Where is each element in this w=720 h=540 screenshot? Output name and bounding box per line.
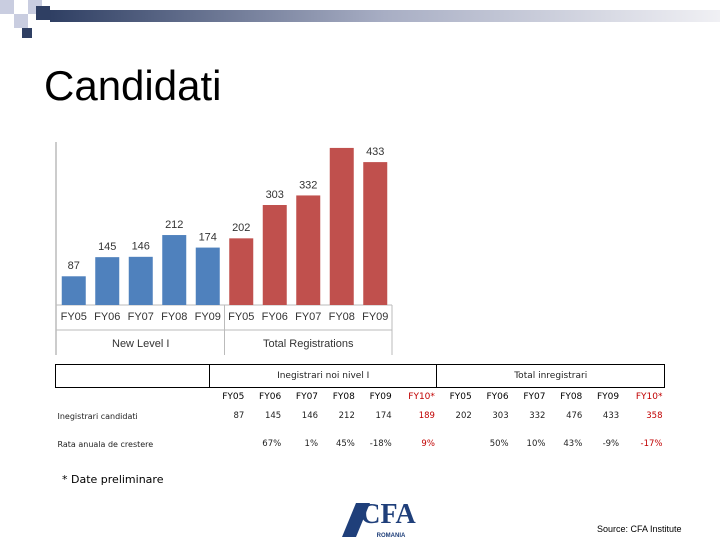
data-label: 332 — [299, 179, 317, 191]
logo-text: CFA — [360, 499, 416, 530]
x-tick-label: FY06 — [94, 311, 120, 323]
x-tick-label: FY05 — [61, 311, 87, 323]
column-header: FY09 — [584, 387, 622, 406]
column-header: FY07 — [283, 387, 321, 406]
table-cell: 332 — [529, 411, 546, 421]
bar — [61, 276, 86, 305]
table-cell: 145 — [264, 411, 282, 421]
table-cell: 43% — [563, 439, 583, 449]
group-header: Inegistrari noi nivel I — [208, 364, 438, 388]
bar — [329, 147, 354, 305]
table-cell: 50% — [489, 439, 509, 449]
column-header: FY06 — [473, 387, 511, 406]
column-header: FY06 — [246, 387, 284, 406]
deco-square — [22, 28, 32, 38]
deco-square — [0, 0, 14, 14]
row-label: Inegistrari candidati — [57, 411, 138, 421]
table-cell: -18% — [369, 439, 392, 449]
column-header: FY08 — [547, 387, 585, 406]
data-label: 212 — [165, 219, 183, 231]
x-tick-label: FY09 — [195, 311, 221, 323]
data-label: 146 — [132, 241, 150, 253]
table-cell: 189 — [418, 411, 435, 421]
table-cell: 87 — [233, 411, 245, 421]
deco-square — [14, 14, 28, 28]
table-cell: 303 — [492, 411, 509, 421]
blank-cell — [55, 364, 210, 388]
slide-title: Candidati — [44, 62, 222, 109]
bar — [296, 195, 321, 305]
header-band — [50, 10, 720, 22]
source-note: Source: CFA Institute — [597, 524, 682, 534]
data-table: Inegistrari noi nivel I Total inregistra… — [55, 364, 665, 454]
data-label: 87 — [68, 260, 80, 272]
column-header: FY05 — [209, 387, 247, 406]
x-tick-label: FY09 — [362, 311, 388, 323]
group-header: Total inregistrari — [436, 364, 665, 388]
table-cell: 358 — [646, 411, 663, 421]
x-tick-label: FY07 — [295, 311, 321, 323]
table-cell: -17% — [640, 439, 663, 449]
footnote: * Date preliminare — [62, 473, 164, 486]
x-tick-label: FY08 — [329, 311, 355, 323]
bar — [363, 162, 388, 305]
x-tick-label: FY06 — [262, 311, 288, 323]
bar — [262, 205, 287, 305]
column-header: FY07 — [510, 387, 548, 406]
blank-cell — [55, 387, 210, 406]
group-label: New Level I — [112, 338, 169, 350]
bar — [162, 235, 187, 305]
table-cell: 202 — [455, 411, 472, 421]
column-header: FY10* — [621, 387, 665, 406]
data-label: 303 — [266, 189, 284, 201]
table-cell: 212 — [338, 411, 355, 421]
logo-subtext: ROMANIA — [377, 533, 406, 539]
logo: CFA ROMANIA — [342, 499, 417, 539]
table-cell: 10% — [526, 439, 546, 449]
row-label: Rata anuala de crestere — [57, 439, 154, 449]
data-label: 433 — [366, 146, 384, 158]
group-label: Total Registrations — [263, 338, 354, 350]
bar — [195, 247, 220, 305]
table-cell: 9% — [421, 439, 435, 449]
table-cell: 67% — [262, 439, 282, 449]
data-label: 145 — [98, 241, 116, 253]
column-header: FY10* — [393, 387, 437, 406]
data-label: 202 — [232, 222, 250, 234]
data-label: 174 — [199, 231, 217, 243]
table-cell: 1% — [304, 439, 319, 449]
table-cell — [210, 434, 247, 454]
table-cell: 174 — [375, 411, 392, 421]
table-cell: 433 — [602, 411, 620, 421]
table-cell: 45% — [335, 439, 355, 449]
bar — [95, 257, 120, 305]
column-header: FY05 — [436, 387, 474, 406]
table-cell: -9% — [602, 439, 620, 449]
x-tick-label: FY07 — [128, 311, 154, 323]
table-cell: 476 — [566, 411, 583, 421]
x-tick-label: FY08 — [161, 311, 187, 323]
column-header: FY09 — [356, 387, 394, 406]
deco-square — [36, 6, 50, 20]
column-header: FY08 — [320, 387, 357, 406]
bar — [229, 238, 254, 305]
x-tick-label: FY05 — [228, 311, 254, 323]
table-cell — [437, 434, 474, 454]
table-cell: 146 — [301, 411, 319, 421]
bar — [128, 256, 153, 305]
